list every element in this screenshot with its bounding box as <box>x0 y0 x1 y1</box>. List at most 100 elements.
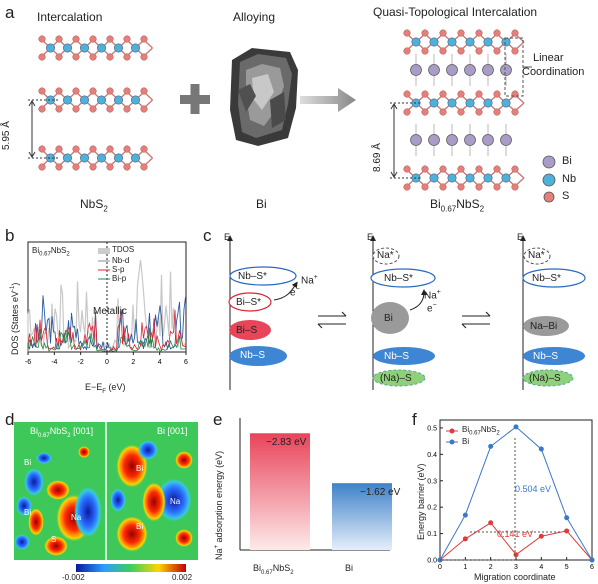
f-ytick: 0.0 <box>427 558 437 565</box>
dos-ylabel: DOS (States eV-1) <box>10 282 20 355</box>
right-s-atom <box>457 90 465 98</box>
left-nb-atom <box>114 153 124 163</box>
left-s-atom <box>72 145 80 153</box>
left-s-atom <box>123 53 131 61</box>
dos-xtick: -4 <box>51 359 57 366</box>
left-nb-atom <box>97 153 107 163</box>
bi-atom <box>428 64 440 76</box>
left-s-atom <box>89 53 97 61</box>
right-s-atom <box>403 29 411 37</box>
left-nb-atom <box>131 43 141 53</box>
c1-bis: Bi–S <box>236 325 258 336</box>
spacing-right: 8.69 Å <box>372 143 383 172</box>
adsorption-bar-chart <box>239 418 392 551</box>
left-s-atom <box>72 163 80 171</box>
f-legend-1: Bi0.67NbS2 <box>462 425 500 437</box>
right-s-atom <box>421 108 429 116</box>
right-s-atom <box>475 90 483 98</box>
right-nb-atom <box>447 173 457 183</box>
intercalation-title: Intercalation <box>37 10 103 24</box>
panel-b-letter: b <box>5 226 15 245</box>
bi-atom <box>446 134 458 146</box>
e-xlabel-1: Bi0.67NbS2 <box>253 563 294 576</box>
axis-e-1: E <box>224 232 231 242</box>
right-s-atom <box>493 90 501 98</box>
left-s-atom <box>72 87 80 95</box>
f-ytick: 0.5 <box>427 425 437 432</box>
dos-xtick: 0 <box>105 359 109 366</box>
f-xtick: 0 <box>438 564 442 571</box>
right-s-atom <box>403 165 411 173</box>
spacing-left: 5.95 Å <box>1 121 12 150</box>
c2-na-star: Na* <box>377 250 394 261</box>
barrier-point <box>462 536 468 542</box>
adsorption-bar <box>250 433 310 550</box>
f-xtick: 6 <box>590 564 594 571</box>
left-nb-atom <box>80 43 90 53</box>
c2-nbs: Nb–S <box>384 351 410 362</box>
left-s-atom <box>106 163 114 171</box>
c3-nbs: Nb–S <box>533 351 559 362</box>
right-nb-atom <box>411 37 421 47</box>
c2-nas: (Na)–S <box>380 373 412 384</box>
left-nb-atom <box>62 43 72 53</box>
right-s-atom <box>475 183 483 191</box>
right-s-atom <box>403 47 411 55</box>
cbar-min: -0.002 <box>62 573 85 582</box>
dos-xlabel: E−EF (eV) <box>85 382 126 395</box>
dos-xtick: 6 <box>184 359 188 366</box>
dos-xtick: 4 <box>158 359 162 366</box>
barrier-point <box>462 512 468 518</box>
d-right-title: Bi [001] <box>157 426 188 436</box>
right-s-atom <box>439 183 447 191</box>
left-s-atom <box>38 35 46 43</box>
d-r-atom-bi-1: Bi <box>136 464 144 473</box>
dos-compound: Bi0.67NbS2 <box>32 246 70 258</box>
right-nb-atom <box>465 173 475 183</box>
left-s-atom <box>38 163 46 171</box>
right-s-atom <box>403 90 411 98</box>
left-s-atom <box>38 87 46 95</box>
linear-label-2: Coordination <box>522 66 585 78</box>
bi-atom <box>500 134 512 146</box>
c3-nabi: Na–Bi <box>530 321 558 332</box>
right-s-atom <box>421 29 429 37</box>
f-ylabel: Energy barrier (eV) <box>416 463 426 540</box>
left-nb-atom <box>97 43 107 53</box>
left-nb-atom <box>114 43 124 53</box>
c1-e: e− <box>290 286 300 299</box>
right-s-atom <box>475 47 483 55</box>
barrier-point <box>564 528 570 534</box>
left-s-atom <box>55 87 63 95</box>
right-s-atom <box>457 165 465 173</box>
bi067nbs2-structure <box>403 29 525 191</box>
right-s-atom <box>511 165 519 173</box>
f-ytick: 0.2 <box>427 505 437 512</box>
left-s-atom <box>106 35 114 43</box>
dos-legend-bip: Bi-p <box>112 274 127 283</box>
right-nb-atom <box>501 98 511 108</box>
metallic-label: Metallic <box>93 306 127 317</box>
left-nb-atom <box>62 95 72 105</box>
nbs2-structure <box>38 35 153 171</box>
d-atom-s: S <box>51 535 57 544</box>
left-s-atom <box>72 35 80 43</box>
left-s-atom <box>123 87 131 95</box>
qti-title: Quasi-Topological Intercalation <box>373 5 538 19</box>
left-nb-atom <box>131 153 141 163</box>
barrier-point <box>538 446 544 452</box>
right-s-atom <box>475 165 483 173</box>
left-s-atom <box>140 163 148 171</box>
bi-atom <box>482 64 494 76</box>
d-atom-bi-2: Bi <box>24 508 32 517</box>
right-nb-atom <box>429 37 439 47</box>
barrier-point <box>488 443 494 449</box>
left-s-atom <box>106 105 114 113</box>
right-s-atom <box>457 47 465 55</box>
right-nb-atom <box>429 173 439 183</box>
bi-atom <box>464 134 476 146</box>
barrier-point <box>513 552 519 558</box>
left-s-atom <box>140 53 148 61</box>
f-xtick: 2 <box>489 564 493 571</box>
right-s-atom <box>511 29 519 37</box>
